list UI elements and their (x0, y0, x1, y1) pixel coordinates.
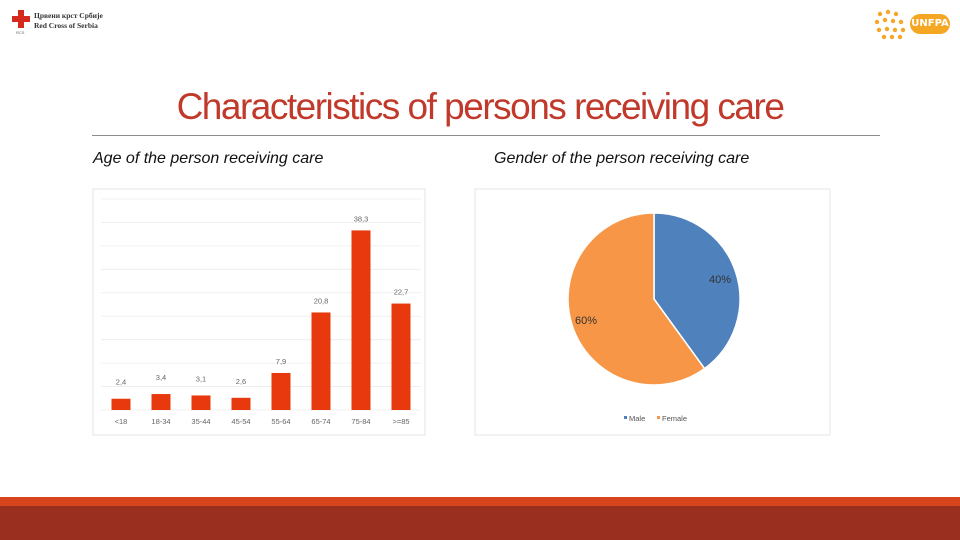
category-tick-label: >=85 (392, 417, 409, 426)
category-tick-label: 18-34 (151, 417, 170, 426)
legend-entry: Male (629, 414, 645, 423)
bar-value-label: 3,1 (196, 374, 206, 383)
unfpa-wordmark: UNFPA (910, 14, 950, 34)
bar-value-label: 2,6 (236, 377, 246, 386)
pie-slice-female (567, 212, 706, 386)
bar (311, 312, 331, 410)
category-tick-label: 45-54 (231, 417, 250, 426)
bar (111, 398, 131, 410)
logo-text-cyrillic: Црвени крст Србије (34, 11, 103, 20)
bar (151, 394, 171, 410)
unfpa-logo: UNFPA (872, 8, 952, 40)
footer-band-dark (0, 506, 960, 540)
logo-text-latin: Red Cross of Serbia (34, 21, 98, 30)
bar-chart-title: Age of the person receiving care (93, 150, 324, 167)
bar-value-label: 7,9 (276, 357, 286, 366)
bar-value-label: 22,7 (394, 288, 409, 297)
bar-value-label: 38,3 (354, 214, 369, 223)
legend-swatch (624, 416, 627, 419)
title-divider (92, 135, 880, 136)
legend-entry: Female (662, 414, 687, 423)
bar-chart-frame (92, 188, 426, 436)
pie-chart-title: Gender of the person receiving care (494, 150, 750, 167)
page-title: Characteristics of persons receiving car… (176, 86, 785, 127)
bar-value-label: 3,4 (156, 373, 166, 382)
bar (391, 303, 411, 410)
category-tick-label: 55-64 (271, 417, 290, 426)
pie-chart-frame (474, 188, 831, 436)
un-dots-icon (874, 9, 906, 40)
pie-slice-label: 40% (709, 274, 731, 286)
legend-swatch (657, 416, 660, 419)
pie-slice-male (653, 212, 741, 370)
category-tick-label: 35-44 (191, 417, 210, 426)
logo-small-text: RCS (16, 30, 25, 35)
red-cross-icon (12, 10, 30, 28)
red-cross-logo: Црвени крст Србије Red Cross of Serbia R… (10, 8, 110, 38)
category-tick-label: 75-84 (351, 417, 370, 426)
category-tick-label: <18 (115, 417, 128, 426)
bar (351, 230, 371, 410)
bar (231, 397, 251, 410)
bar-value-label: 20,8 (314, 296, 329, 305)
bar (271, 372, 291, 410)
bar (191, 395, 211, 410)
pie-slice-label: 60% (575, 315, 597, 327)
category-tick-label: 65-74 (311, 417, 330, 426)
footer-band-orange (0, 497, 960, 506)
bar-value-label: 2,4 (116, 378, 126, 387)
